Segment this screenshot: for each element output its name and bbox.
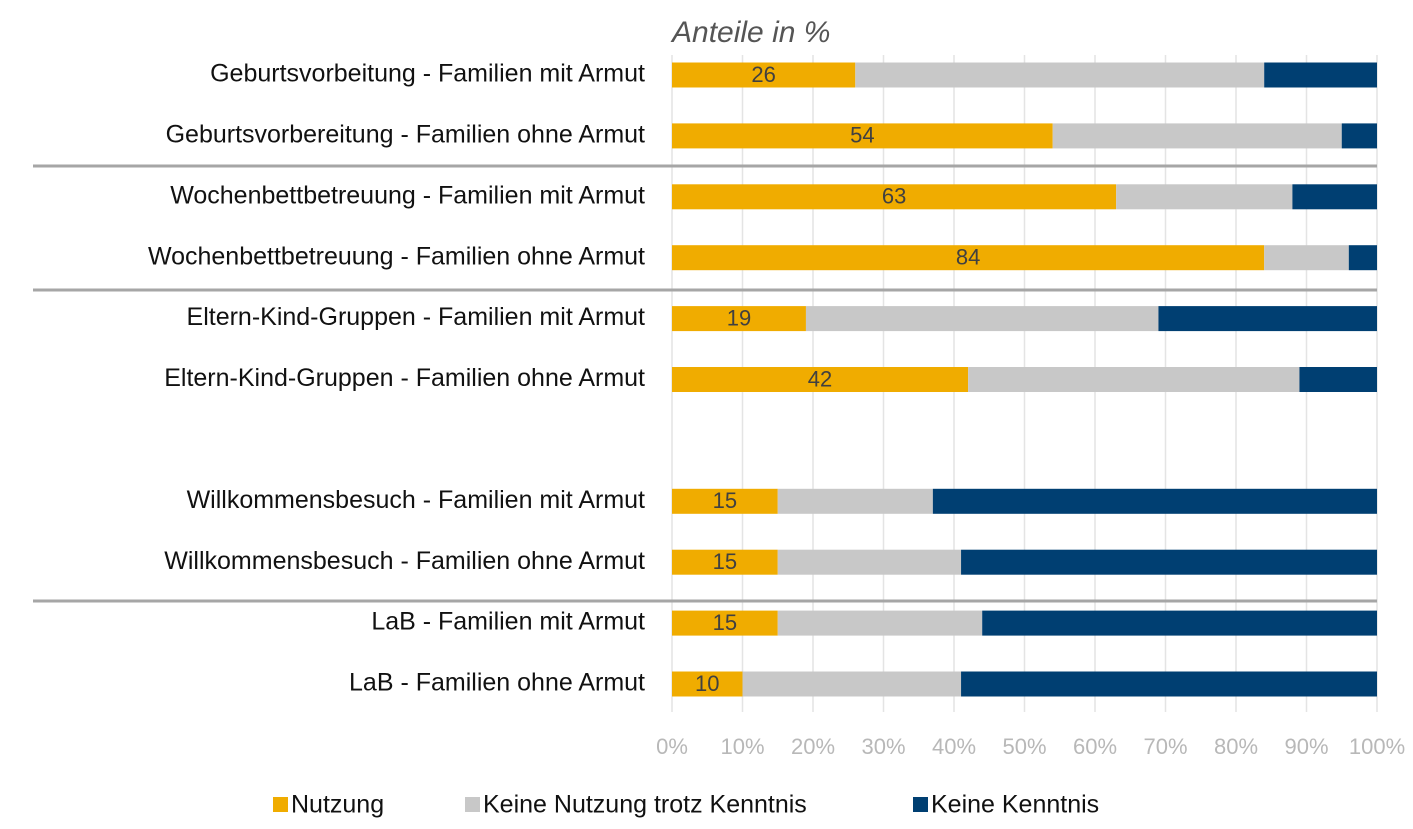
x-tick-label: 40% (932, 734, 976, 759)
bar-segment (1158, 306, 1377, 332)
data-label: 10 (695, 671, 719, 696)
category-label: Willkommensbesuch - Familien ohne Armut (164, 547, 645, 575)
bar-segment (742, 671, 962, 697)
bar-segment (672, 610, 778, 636)
legend-swatch (913, 797, 928, 812)
x-tick-label: 10% (720, 734, 764, 759)
bar-segment (777, 549, 962, 575)
category-label: Wochenbettbetreuung - Familien ohne Armu… (148, 242, 645, 270)
data-label: 26 (751, 62, 775, 87)
x-tick-label: 30% (861, 734, 905, 759)
category-label: Wochenbettbetreuung - Familien mit Armut (170, 181, 645, 209)
bar-segment (777, 488, 933, 514)
category-label: Eltern-Kind-Gruppen - Familien mit Armut (187, 303, 646, 331)
bar-segment (672, 671, 743, 697)
category-label: LaB - Familien mit Armut (371, 608, 645, 636)
bar-segment (672, 488, 778, 514)
bar-segment (1292, 184, 1377, 210)
x-tick-label: 50% (1002, 734, 1046, 759)
x-tick-label: 100% (1349, 734, 1405, 759)
x-tick-label: 70% (1143, 734, 1187, 759)
legend-label: Nutzung (291, 791, 384, 819)
bar-segment (777, 610, 983, 636)
bar-segment (1052, 123, 1342, 149)
category-label: LaB - Familien ohne Armut (349, 669, 645, 697)
data-label: 42 (808, 366, 832, 391)
data-label: 63 (882, 184, 906, 209)
x-tick-label: 0% (656, 734, 688, 759)
bar-segment (1299, 367, 1377, 392)
category-label: Willkommensbesuch - Familien mit Armut (187, 486, 645, 514)
bar-segment (672, 245, 1265, 271)
bar-segment (1341, 123, 1377, 149)
data-label: 15 (713, 610, 737, 635)
data-label: 54 (850, 123, 874, 148)
legend-label: Keine Nutzung trotz Kenntnis (483, 791, 807, 819)
x-tick-label: 90% (1284, 734, 1328, 759)
bar-segment (672, 306, 806, 332)
x-tick-label: 20% (791, 734, 835, 759)
bar-segment (961, 671, 1377, 697)
legend-swatch (465, 797, 480, 812)
data-label: 15 (713, 549, 737, 574)
bar-segment (1264, 62, 1377, 88)
bar-segment (805, 306, 1159, 332)
legend-swatch (273, 797, 288, 812)
category-label: Geburtsvorbereitung - Familien ohne Armu… (166, 121, 645, 149)
category-label: Geburtsvorbeitung - Familien mit Armut (210, 60, 645, 88)
data-label: 84 (956, 245, 980, 270)
bar-segment (672, 123, 1053, 149)
bar-segment (672, 367, 969, 392)
bar-segment (672, 184, 1117, 210)
bar-segment (982, 610, 1377, 636)
bar-segment (968, 367, 1300, 392)
bar-segment (932, 488, 1377, 514)
data-label: 19 (727, 305, 751, 330)
bar-segment (1348, 245, 1377, 271)
data-label: 15 (713, 488, 737, 513)
bar-segment (672, 549, 778, 575)
bar-segment (672, 62, 856, 88)
bar-segment (1264, 245, 1349, 271)
bar-segment (1116, 184, 1293, 210)
chart-title: Anteile in % (670, 16, 830, 49)
bar-segment (961, 549, 1377, 575)
category-label: Eltern-Kind-Gruppen - Familien ohne Armu… (164, 364, 645, 392)
x-tick-label: 80% (1214, 734, 1258, 759)
legend-label: Keine Kenntnis (931, 791, 1099, 819)
x-tick-label: 60% (1073, 734, 1117, 759)
bar-segment (855, 62, 1265, 88)
